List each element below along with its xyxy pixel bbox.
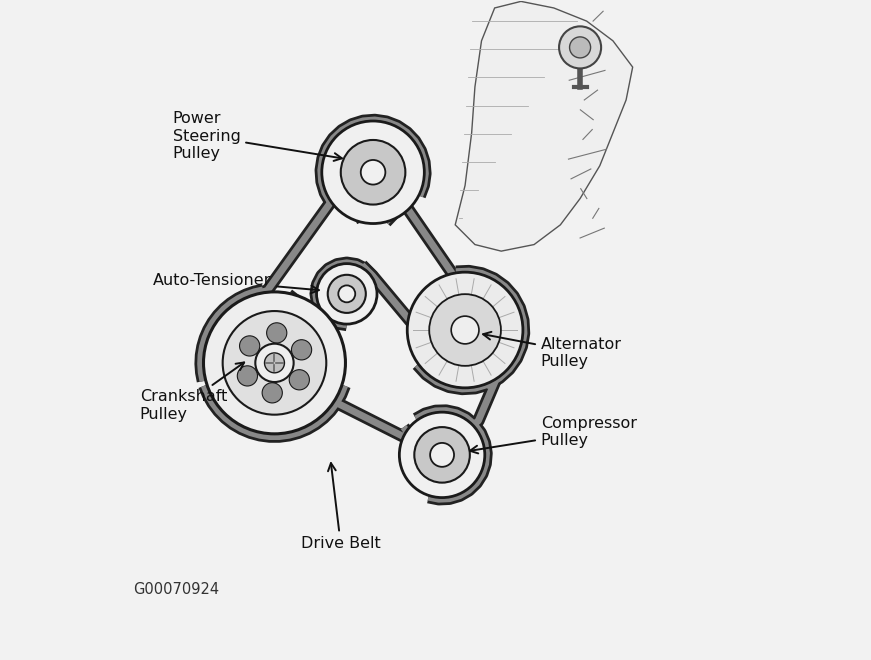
Circle shape — [204, 292, 346, 434]
Circle shape — [408, 272, 523, 388]
Circle shape — [430, 443, 454, 467]
Circle shape — [265, 353, 285, 373]
Circle shape — [321, 121, 424, 224]
Text: Drive Belt: Drive Belt — [300, 463, 381, 551]
Circle shape — [316, 263, 377, 324]
Circle shape — [255, 344, 294, 382]
Circle shape — [341, 140, 405, 205]
Circle shape — [570, 37, 591, 58]
Circle shape — [262, 383, 282, 403]
Circle shape — [361, 160, 385, 185]
Circle shape — [399, 412, 485, 498]
Circle shape — [327, 275, 366, 313]
Circle shape — [223, 311, 327, 414]
Circle shape — [292, 340, 312, 360]
Circle shape — [451, 316, 479, 344]
Circle shape — [559, 26, 601, 69]
Text: Power
Steering
Pulley: Power Steering Pulley — [172, 112, 342, 161]
Text: Auto-Tensioner: Auto-Tensioner — [153, 273, 319, 293]
Circle shape — [267, 323, 287, 343]
Circle shape — [415, 427, 469, 482]
Circle shape — [237, 366, 258, 386]
Text: Compressor
Pulley: Compressor Pulley — [470, 416, 637, 453]
Circle shape — [240, 336, 260, 356]
Circle shape — [338, 285, 355, 302]
Text: Crankshaft
Pulley: Crankshaft Pulley — [139, 362, 244, 422]
Circle shape — [429, 294, 501, 366]
Text: Alternator
Pulley: Alternator Pulley — [483, 332, 622, 369]
Circle shape — [289, 370, 309, 390]
Text: G00070924: G00070924 — [133, 582, 219, 597]
Polygon shape — [456, 1, 632, 251]
